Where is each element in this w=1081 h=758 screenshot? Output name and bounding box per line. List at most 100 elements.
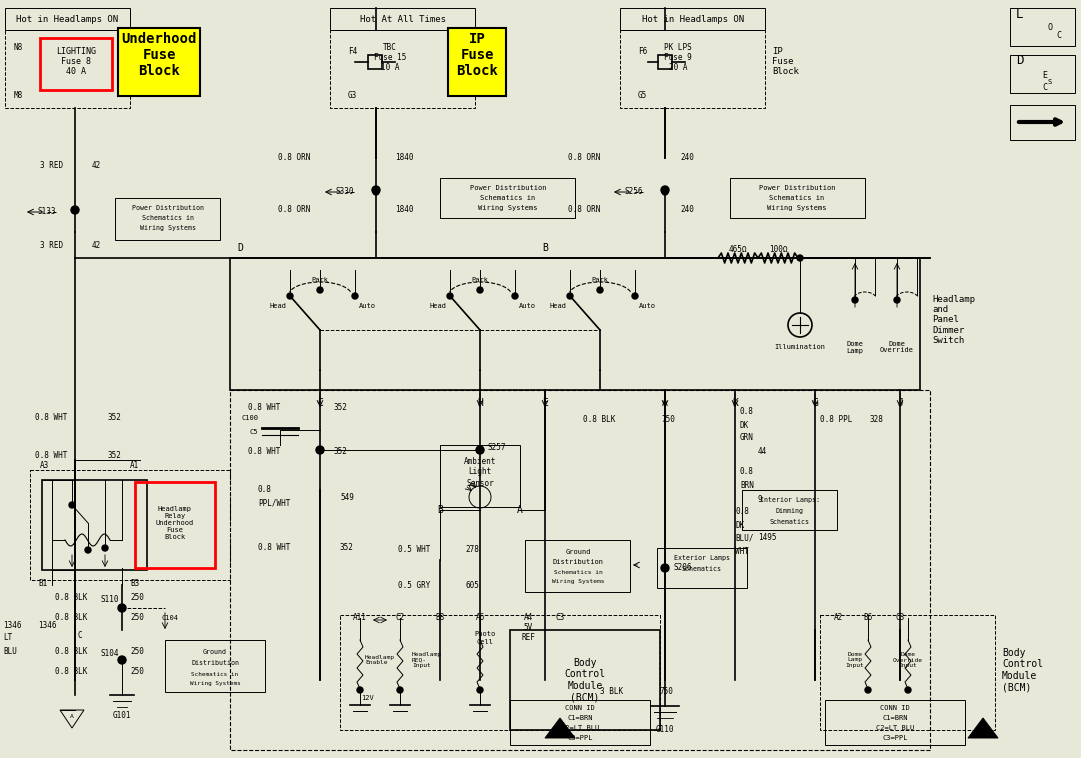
Text: 605: 605 <box>465 581 479 590</box>
Text: Head: Head <box>549 303 566 309</box>
Text: C1=BRN: C1=BRN <box>568 715 592 721</box>
Circle shape <box>352 293 358 299</box>
Text: Dome
Lamp: Dome Lamp <box>846 340 864 353</box>
Circle shape <box>397 687 403 693</box>
Text: BLU: BLU <box>3 647 17 656</box>
Text: Dome
Lamp
Input: Dome Lamp Input <box>845 652 865 669</box>
Circle shape <box>477 687 483 693</box>
Text: Fuse 15: Fuse 15 <box>374 54 406 62</box>
Text: C: C <box>317 398 323 408</box>
Bar <box>1010 8 1075 46</box>
Text: G3: G3 <box>348 90 357 99</box>
Bar <box>730 178 865 218</box>
Text: 549: 549 <box>341 493 353 502</box>
Polygon shape <box>967 718 998 738</box>
Bar <box>230 390 930 750</box>
Text: Schematics in: Schematics in <box>770 195 825 201</box>
Text: Schematics in: Schematics in <box>553 569 602 575</box>
Text: F4: F4 <box>348 48 357 57</box>
Text: Power Distribution: Power Distribution <box>759 185 836 191</box>
Text: 3 BLK: 3 BLK <box>600 688 623 697</box>
Text: E: E <box>1042 70 1047 80</box>
Text: 3 RED: 3 RED <box>40 240 63 249</box>
Text: 5V: 5V <box>523 624 533 632</box>
Circle shape <box>797 255 803 261</box>
Bar <box>525 540 630 592</box>
Text: Exterior Lamps: Exterior Lamps <box>673 555 730 561</box>
Text: 0.8 ORN: 0.8 ORN <box>568 154 600 162</box>
Text: S110: S110 <box>101 596 119 604</box>
Text: IP: IP <box>772 48 783 57</box>
Text: B8: B8 <box>436 613 444 622</box>
Text: C5: C5 <box>250 429 258 435</box>
Text: E: E <box>542 398 548 408</box>
Text: BRN: BRN <box>740 481 753 490</box>
Text: 0.8 WHT: 0.8 WHT <box>258 543 291 553</box>
Text: A: A <box>70 713 74 719</box>
Text: Dome
Override
Input: Dome Override Input <box>893 652 923 669</box>
Text: 0.8 BLK: 0.8 BLK <box>55 593 88 602</box>
Text: G: G <box>812 398 818 408</box>
Text: 0.8 WHT: 0.8 WHT <box>248 403 280 412</box>
Text: Hot in Headlamps ON: Hot in Headlamps ON <box>16 14 118 23</box>
Bar <box>440 445 520 507</box>
Circle shape <box>286 293 293 299</box>
Text: 0.5 WHT: 0.5 WHT <box>398 546 430 555</box>
Text: GRN: GRN <box>740 434 753 443</box>
Text: C: C <box>1056 30 1060 39</box>
Text: Auto: Auto <box>639 303 656 309</box>
Text: 0.8 BLK: 0.8 BLK <box>55 613 88 622</box>
Text: G101: G101 <box>112 712 131 721</box>
Text: C2=LT BLU: C2=LT BLU <box>561 725 599 731</box>
Text: 0.8 ORN: 0.8 ORN <box>278 205 310 215</box>
Text: 9: 9 <box>758 494 762 503</box>
Text: C3: C3 <box>895 613 905 622</box>
Text: WHT: WHT <box>735 547 749 556</box>
Text: 1840: 1840 <box>395 154 414 162</box>
Text: Hot in Headlamps ON: Hot in Headlamps ON <box>642 14 744 23</box>
Circle shape <box>476 446 484 454</box>
Text: REF: REF <box>521 634 535 643</box>
Circle shape <box>852 297 858 303</box>
Bar <box>42 480 147 570</box>
Bar <box>657 548 747 588</box>
Text: TBC: TBC <box>383 43 397 52</box>
Text: DK: DK <box>735 521 744 530</box>
Text: A6: A6 <box>476 613 484 622</box>
Text: Fuse 9: Fuse 9 <box>664 54 692 62</box>
Text: Body
Control
Module
(BCM): Body Control Module (BCM) <box>1002 647 1043 692</box>
Text: 750: 750 <box>660 688 673 697</box>
Text: Interior Lamps:: Interior Lamps: <box>760 497 820 503</box>
Text: 1840: 1840 <box>395 205 414 215</box>
Circle shape <box>660 186 669 194</box>
Text: PPL/WHT: PPL/WHT <box>258 499 291 508</box>
Text: Dimming: Dimming <box>776 508 804 514</box>
Text: 0.8 PPL: 0.8 PPL <box>820 415 853 424</box>
Bar <box>658 55 672 69</box>
Circle shape <box>477 287 483 293</box>
Text: Ground: Ground <box>565 549 590 555</box>
Text: C2: C2 <box>396 613 404 622</box>
Text: Illumination: Illumination <box>774 344 826 350</box>
Text: M8: M8 <box>14 90 24 99</box>
Bar <box>5 30 130 108</box>
Text: LIGHTING: LIGHTING <box>56 48 96 57</box>
Text: B1: B1 <box>38 580 48 588</box>
Text: Power Distribution: Power Distribution <box>470 185 546 191</box>
Text: 0.8 BLK: 0.8 BLK <box>583 415 615 424</box>
Text: 44: 44 <box>758 447 768 456</box>
Bar <box>40 38 112 90</box>
Text: A4: A4 <box>523 613 533 622</box>
Circle shape <box>372 186 381 194</box>
Text: Block: Block <box>772 67 799 77</box>
Text: A3: A3 <box>40 461 50 469</box>
Text: Hot At All Times: Hot At All Times <box>360 14 446 23</box>
Text: 0.8: 0.8 <box>258 486 272 494</box>
Text: 0.8: 0.8 <box>735 508 749 516</box>
Text: N8: N8 <box>14 43 24 52</box>
Text: Ground: Ground <box>203 649 227 655</box>
Text: 0.8 WHT: 0.8 WHT <box>35 414 67 422</box>
Text: 250: 250 <box>130 668 144 676</box>
Text: 12V: 12V <box>362 695 374 701</box>
Text: 1346: 1346 <box>3 621 22 629</box>
